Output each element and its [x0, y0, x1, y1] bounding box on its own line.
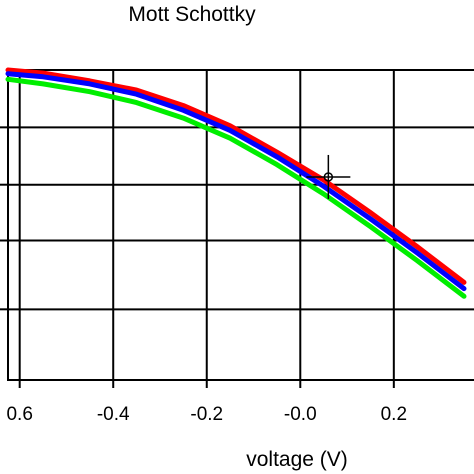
plot-area: [7, 69, 474, 381]
x-tick-label: 0.2: [381, 404, 407, 425]
series-line-3: [5, 76, 467, 299]
x-axis-label: voltage (V): [246, 448, 348, 471]
x-tick-label: -0.4: [97, 404, 130, 425]
x-tick-label: -0.2: [190, 404, 223, 425]
series-line-1: [5, 67, 467, 285]
series-line-2: [5, 71, 467, 292]
vertical-gridlines: [18, 70, 395, 388]
x-tick-labels: 0.6-0.4-0.2-0.00.20: [6, 404, 407, 425]
crosshair-marker: [323, 172, 334, 182]
x-tick-label: 0.6: [6, 404, 32, 425]
chart-title: Mott Schottky: [128, 3, 256, 26]
horizontal-gridlines: [0, 126, 474, 311]
series-layer: [5, 67, 467, 299]
crosshair-cursor[interactable]: [306, 154, 351, 199]
x-tick-label: -0.0: [284, 404, 317, 425]
